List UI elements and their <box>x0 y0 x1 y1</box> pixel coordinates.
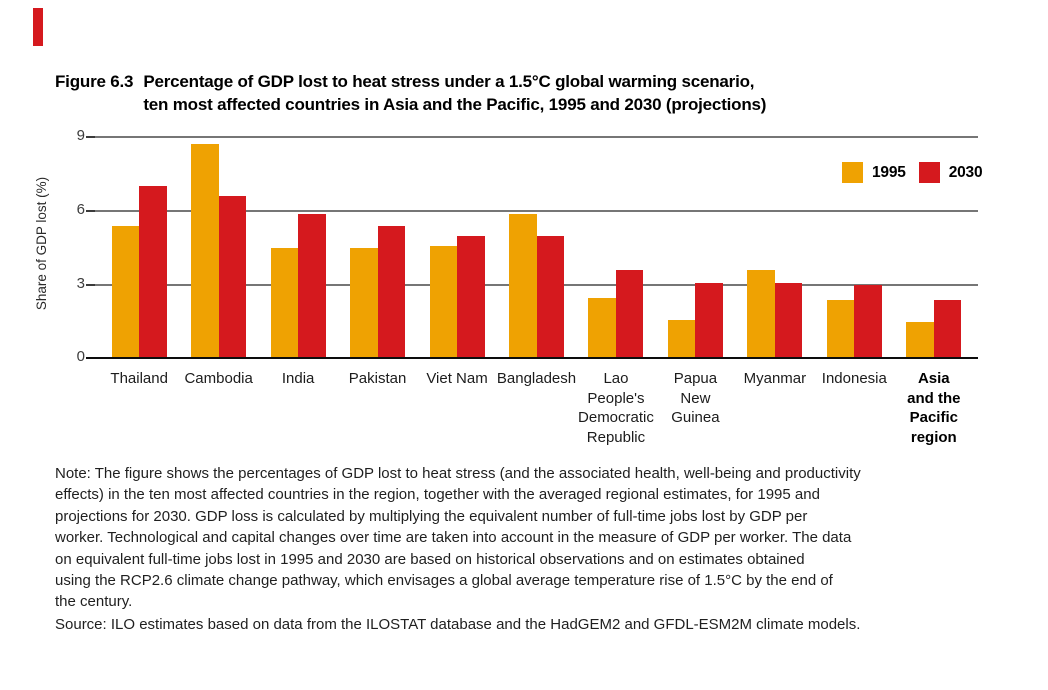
bar-1995-lao-people-s-democratic-republic <box>588 297 616 357</box>
figure-label: Figure 6.3 <box>55 72 134 91</box>
bar-1995-pakistan <box>350 248 378 357</box>
x-label-india: India <box>281 370 315 387</box>
bar-2030-lao-people-s-democratic-republic <box>615 270 644 357</box>
bar-1995-papua-new-guinea <box>667 319 696 357</box>
bar-1995-thailand <box>111 225 140 357</box>
bar-2030-papua-new-guinea <box>695 282 723 357</box>
gridline-9 <box>95 136 978 138</box>
legend-label-1995: 1995 <box>872 163 906 181</box>
y-axis-tick-labels: 9 6 3 0 <box>0 127 85 365</box>
x-label-indonesia: Indonesia <box>821 370 887 387</box>
y-tick-label-0: 0 <box>76 347 85 365</box>
y-tick-mark-6 <box>86 209 95 212</box>
bar-2030-pakistan <box>377 225 406 357</box>
bar-1995-bangladesh <box>509 213 537 357</box>
bar-1995-indonesia <box>826 300 855 357</box>
bar-2030-myanmar <box>774 282 803 357</box>
bar-2030-asia-and-the-pacific-region <box>933 300 962 357</box>
chart-legend: 1995 2030 <box>842 162 983 183</box>
x-label-viet-nam: Viet Nam <box>426 370 488 387</box>
legend-item-1995: 1995 <box>842 162 906 183</box>
bar-1995-myanmar <box>747 270 775 357</box>
bar-1995-cambodia <box>191 144 219 357</box>
x-label-lao-people-s-democratic-republic: Lao People's Democratic Republic <box>578 370 654 446</box>
bar-2030-india <box>298 213 326 357</box>
x-label-asia-and-the-pacific-region: Asia and the Pacific region <box>907 370 961 446</box>
y-tick-mark-9 <box>86 135 95 138</box>
y-tick-label-6: 6 <box>76 201 85 219</box>
bar-2030-cambodia <box>218 196 247 357</box>
bar-2030-bangladesh <box>536 235 564 357</box>
y-tick-label-3: 3 <box>76 275 85 293</box>
x-label-bangladesh: Bangladesh <box>496 370 577 387</box>
figure-source: Source: ILO estimates based on data from… <box>55 616 861 633</box>
x-label-myanmar: Myanmar <box>743 370 807 387</box>
legend-swatch-2030 <box>918 162 940 183</box>
bar-1995-asia-and-the-pacific-region <box>906 322 934 357</box>
bar-2030-indonesia <box>854 285 882 357</box>
bar-2030-thailand <box>139 186 167 357</box>
x-label-pakistan: Pakistan <box>348 370 407 387</box>
plot-area <box>86 135 978 359</box>
bar-2030-viet-nam <box>457 235 485 357</box>
x-label-papua-new-guinea: Papua New Guinea <box>671 370 720 426</box>
legend-swatch-1995 <box>842 162 863 183</box>
y-tick-label-9: 9 <box>76 127 85 144</box>
x-label-cambodia: Cambodia <box>184 370 253 387</box>
bar-1995-viet-nam <box>429 245 458 357</box>
page-accent-bar <box>33 8 43 46</box>
gridline-6 <box>95 210 978 212</box>
x-axis-baseline <box>86 356 978 359</box>
figure-title: Percentage of GDP lost to heat stress un… <box>143 72 767 114</box>
figure-note: Note: The figure shows the percentages o… <box>55 465 861 611</box>
legend-item-2030: 2030 <box>918 162 983 183</box>
figure-header: Figure 6.3 Percentage of GDP lost to hea… <box>55 70 766 116</box>
x-label-thailand: Thailand <box>110 370 168 387</box>
legend-label-2030: 2030 <box>948 163 983 181</box>
y-tick-mark-3 <box>86 284 95 287</box>
bar-1995-india <box>270 248 299 357</box>
